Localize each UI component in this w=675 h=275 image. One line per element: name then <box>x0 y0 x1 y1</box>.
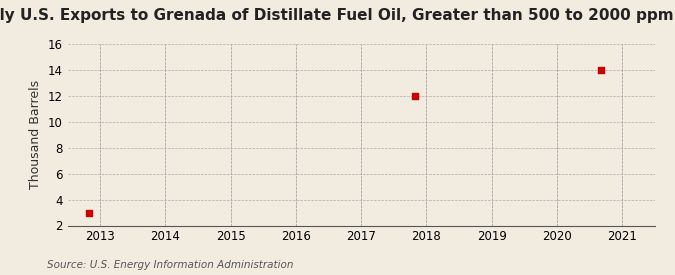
Point <box>84 210 95 215</box>
Point <box>410 94 421 98</box>
Text: Monthly U.S. Exports to Grenada of Distillate Fuel Oil, Greater than 500 to 2000: Monthly U.S. Exports to Grenada of Disti… <box>0 8 675 23</box>
Text: Source: U.S. Energy Information Administration: Source: U.S. Energy Information Administ… <box>47 260 294 270</box>
Point <box>595 68 606 72</box>
Y-axis label: Thousand Barrels: Thousand Barrels <box>29 80 42 189</box>
